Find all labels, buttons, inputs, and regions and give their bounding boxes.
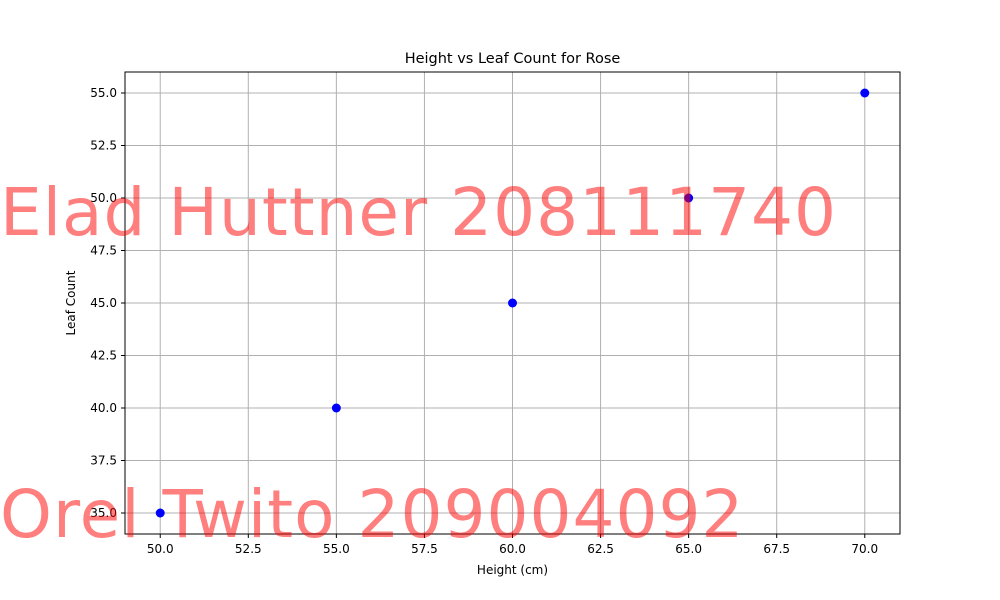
y-tick-label: 37.5	[90, 454, 117, 468]
x-tick-label: 52.5	[235, 542, 262, 556]
y-tick-label: 55.0	[90, 86, 117, 100]
y-tick-label: 35.0	[90, 506, 117, 520]
chart-title: Height vs Leaf Count for Rose	[405, 51, 621, 67]
x-tick-label: 62.5	[587, 542, 614, 556]
data-points	[155, 88, 870, 518]
y-axis-label: Leaf Count	[64, 270, 78, 335]
data-point	[860, 88, 870, 98]
x-tick-label: 57.5	[411, 542, 438, 556]
x-tick-label: 65.0	[675, 542, 702, 556]
y-tick-label: 50.0	[90, 191, 117, 205]
x-tick-label: 60.0	[499, 542, 526, 556]
data-point	[684, 193, 694, 203]
x-tick-label: 50.0	[147, 542, 174, 556]
x-tick-label: 67.5	[763, 542, 790, 556]
x-axis-label: Height (cm)	[477, 563, 548, 577]
x-tick-label: 55.0	[323, 542, 350, 556]
axis-ticks: 50.0 52.5 55.0 57.5 60.0 62.5 65.0 67.5 70.0 35.0…	[90, 86, 878, 556]
data-point	[331, 403, 341, 413]
data-point	[155, 508, 165, 518]
y-tick-label: 52.5	[90, 139, 117, 153]
data-point	[508, 298, 517, 308]
x-tick-label: 70.0	[851, 542, 878, 556]
y-tick-label: 42.5	[90, 349, 117, 363]
y-tick-label: 45.0	[90, 296, 117, 310]
y-tick-label: 40.0	[90, 401, 117, 415]
y-tick-label: 47.5	[90, 244, 117, 258]
